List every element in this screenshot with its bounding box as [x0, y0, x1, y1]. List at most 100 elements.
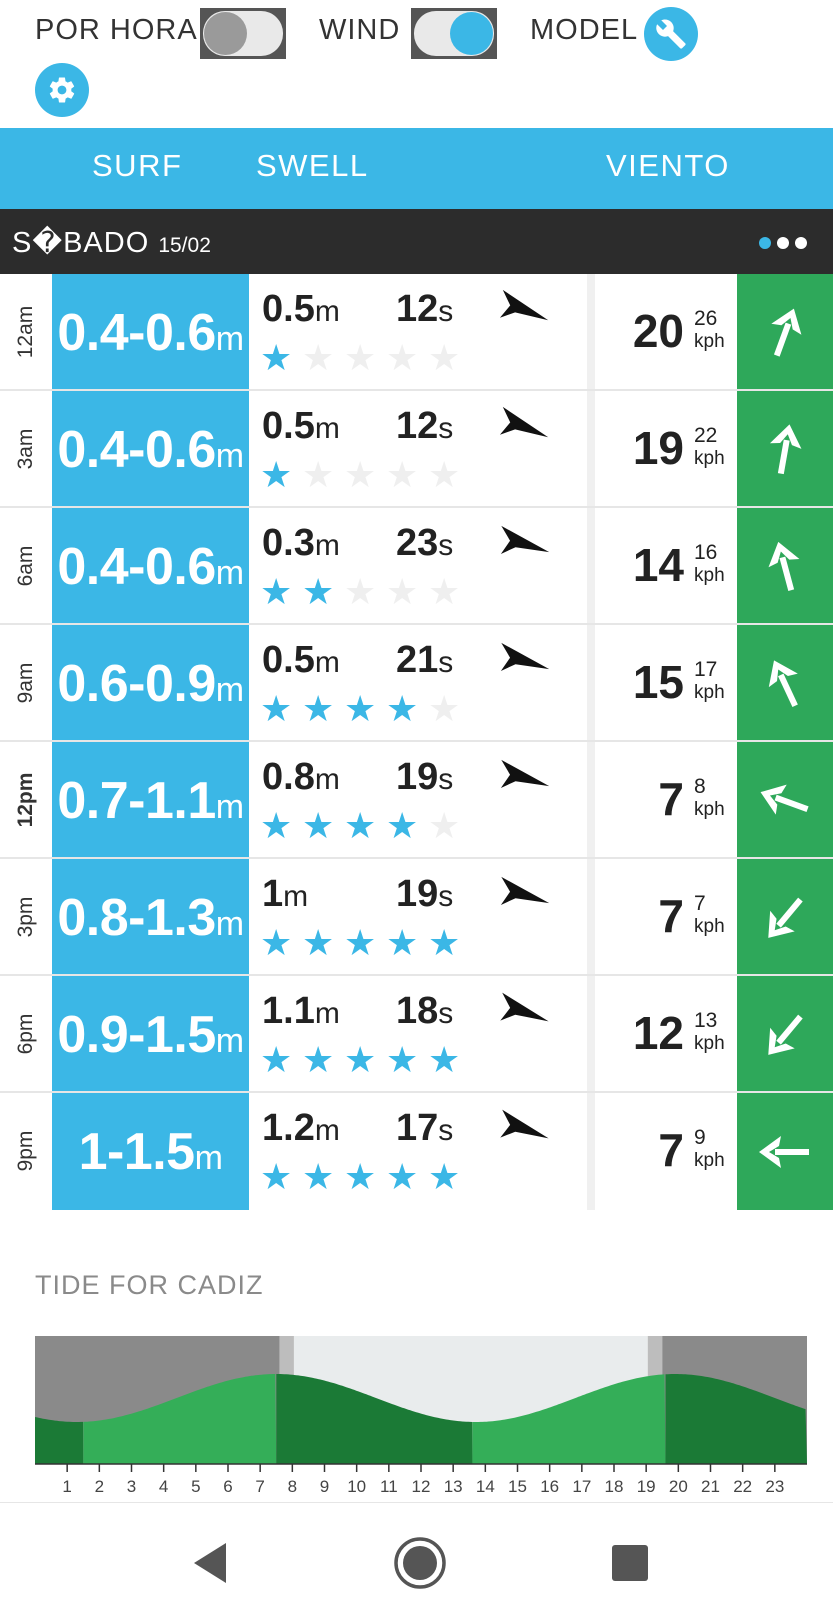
surf-height-value: 0.4-0.6 — [57, 420, 216, 479]
wind-direction — [737, 1093, 833, 1210]
wind-toggle[interactable] — [411, 8, 497, 59]
time-label: 9am — [14, 662, 37, 704]
page-dot — [777, 237, 789, 249]
wind-speed: 14 16 kph — [600, 508, 730, 625]
column-divider — [587, 274, 595, 1210]
toggle-knob — [450, 12, 493, 55]
swell-direction-arrow-icon — [500, 992, 549, 1022]
forecast-row[interactable]: 3am 0.4-0.6 m 0.5m 12s ★ ★ ★ ★ ★ 19 22 kph — [0, 391, 833, 508]
gear-icon — [49, 77, 75, 103]
page-dot — [795, 237, 807, 249]
forecast-tab-bar: SURF SWELL VIENTO — [0, 128, 833, 209]
surf-height: 0.8-1.3 m — [52, 859, 249, 976]
star-filled-icon: ★ — [302, 571, 338, 612]
back-triangle-icon — [194, 1543, 226, 1583]
star-filled-icon: ★ — [260, 454, 296, 495]
wind-direction-arrow-icon — [768, 1014, 803, 1055]
forecast-row[interactable]: 9am 0.6-0.9 m 0.5m 21s ★ ★ ★ ★ ★ 15 17 kph — [0, 625, 833, 742]
swell-period-value: 17 — [396, 1107, 439, 1149]
model-label: MODEL — [530, 14, 639, 46]
star-filled-icon: ★ — [302, 805, 338, 846]
surf-height-unit: m — [215, 671, 244, 709]
star-rating: ★ ★ ★ ★ ★ — [260, 1159, 470, 1195]
back-button[interactable] — [180, 1533, 240, 1593]
time-label: 9pm — [14, 1130, 37, 1172]
day-title: S�BADO 15/02 — [12, 225, 211, 260]
wind-speed-value: 7 — [658, 773, 684, 825]
swell-height-unit: m — [314, 1114, 340, 1147]
tab-swell[interactable]: SWELL — [256, 148, 369, 183]
page-indicator-dots[interactable] — [759, 209, 819, 274]
star-filled-icon: ★ — [344, 805, 380, 846]
swell-height: 1m — [262, 873, 308, 916]
wind-direction-arrow-icon — [768, 659, 798, 707]
wind-speed-value: 15 — [632, 656, 684, 708]
star-filled-icon: ★ — [302, 1039, 338, 1080]
forecast-row[interactable]: 6am 0.4-0.6 m 0.3m 23s ★ ★ ★ ★ ★ 14 16 kph — [0, 508, 833, 625]
day-date: 15/02 — [158, 234, 211, 257]
star-filled-icon: ★ — [302, 688, 338, 729]
tab-surf[interactable]: SURF — [92, 148, 183, 183]
por-hora-toggle[interactable] — [200, 8, 286, 59]
recents-button[interactable] — [600, 1533, 660, 1593]
star-empty-icon: ★ — [344, 454, 380, 495]
surf-height-unit: m — [215, 437, 244, 475]
wind-speed-value: 20 — [632, 305, 684, 357]
star-filled-icon: ★ — [260, 688, 296, 729]
model-wrench-button[interactable] — [644, 7, 698, 61]
time-cell: 6am — [0, 508, 52, 625]
swell-period-value: 12 — [396, 405, 439, 447]
tide-hour-label: 10 — [347, 1477, 366, 1496]
time-label: 6pm — [14, 1013, 37, 1055]
forecast-row[interactable]: 9pm 1-1.5 m 1.2m 17s ★ ★ ★ ★ ★ 7 9 kph — [0, 1093, 833, 1210]
time-cell: 9pm — [0, 1093, 52, 1210]
time-label: 12pm — [14, 772, 37, 828]
forecast-row[interactable]: 12pm 0.7-1.1 m 0.8m 19s ★ ★ ★ ★ ★ 7 8 kph — [0, 742, 833, 859]
surf-height-unit: m — [194, 1139, 223, 1177]
tide-hour-label: 14 — [476, 1477, 495, 1496]
tide-hour-label: 6 — [223, 1477, 232, 1496]
swell-period: 17s — [396, 1107, 453, 1150]
tide-hour-label: 3 — [127, 1477, 136, 1496]
star-filled-icon: ★ — [260, 922, 296, 963]
swell-period-unit: s — [438, 646, 454, 679]
surf-height: 0.6-0.9 m — [52, 625, 249, 742]
tide-hour-label: 2 — [95, 1477, 104, 1496]
star-filled-icon: ★ — [260, 1039, 296, 1080]
surf-height-value: 0.8-1.3 — [57, 888, 216, 947]
wind-direction-arrow-icon — [759, 1135, 809, 1168]
swell-period: 23s — [396, 522, 453, 565]
settings-button[interactable] — [35, 63, 89, 117]
forecast-row[interactable]: 12am 0.4-0.6 m 0.5m 12s ★ ★ ★ ★ ★ 20 26 kph — [0, 274, 833, 391]
tab-viento[interactable]: VIENTO — [606, 148, 730, 183]
star-rating: ★ ★ ★ ★ ★ — [260, 1042, 470, 1078]
tide-chart: 1 2 3 4 5 6 7 8 9 10 11 12 13 14 15 16 17 18 19 20 21 22 23 — [35, 1336, 807, 1496]
swell-height: 0.5m — [262, 639, 340, 682]
forecast-row[interactable]: 3pm 0.8-1.3 m 1m 19s ★ ★ ★ ★ ★ 7 7 kph — [0, 859, 833, 976]
wind-speed-value: 7 — [658, 890, 684, 942]
star-filled-icon: ★ — [260, 1156, 296, 1197]
star-rating: ★ ★ ★ ★ ★ — [260, 691, 470, 727]
star-filled-icon: ★ — [302, 1156, 338, 1197]
wind-speed: 20 26 kph — [600, 274, 730, 391]
time-label: 3am — [14, 428, 37, 470]
surf-height-unit: m — [215, 1022, 244, 1060]
star-filled-icon: ★ — [386, 922, 422, 963]
swell-direction-arrow-icon — [499, 289, 549, 321]
surf-column-background — [52, 274, 249, 1210]
swell-height-unit: m — [314, 997, 340, 1030]
page-dot-active — [759, 237, 771, 249]
swell-period-unit: s — [438, 412, 454, 445]
swell-height-value: 0.5 — [262, 405, 315, 447]
surf-height-value: 1-1.5 — [78, 1122, 196, 1181]
forecast-row[interactable]: 6pm 0.9-1.5 m 1.1m 18s ★ ★ ★ ★ ★ 12 13 kph — [0, 976, 833, 1093]
tide-hour-label: 4 — [159, 1477, 168, 1496]
tide-hour-label: 20 — [669, 1477, 688, 1496]
swell-height: 0.3m — [262, 522, 340, 565]
wind-direction-arrow-icon — [768, 897, 803, 938]
swell-period-value: 12 — [396, 288, 439, 330]
wind-gust-value: 22 — [694, 424, 718, 447]
tide-hour-label: 18 — [605, 1477, 624, 1496]
star-empty-icon: ★ — [386, 337, 422, 378]
home-button[interactable] — [390, 1533, 450, 1593]
